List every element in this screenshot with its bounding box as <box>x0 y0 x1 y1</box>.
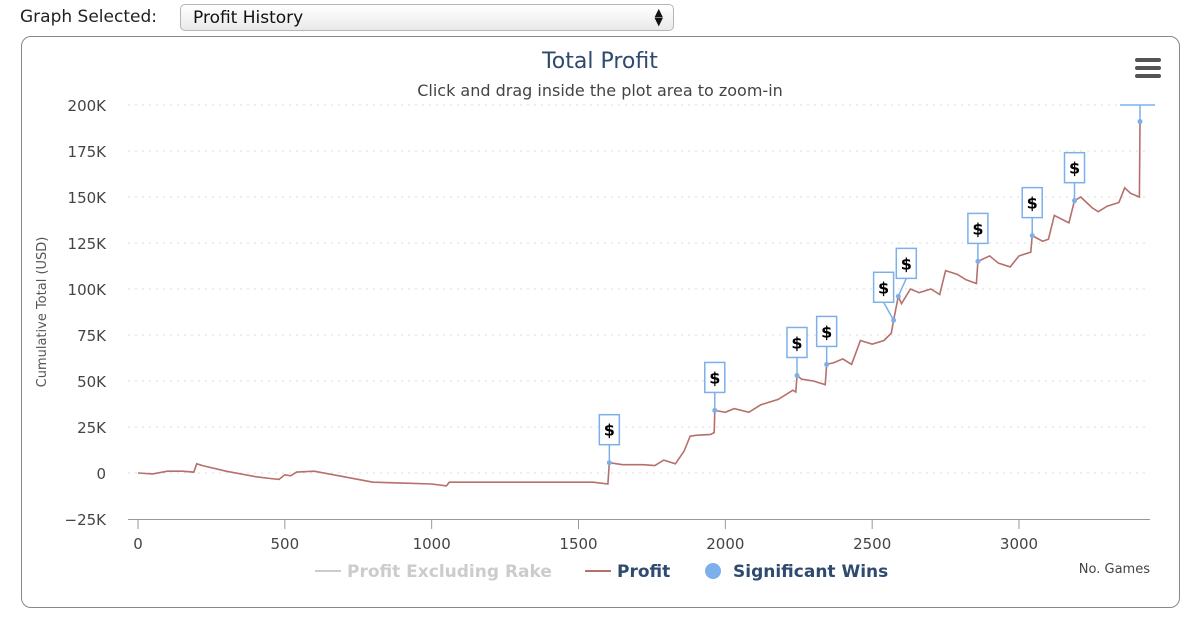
significant-win-flag <box>1063 151 1086 184</box>
significant-win-label: $ <box>791 333 802 352</box>
significant-win-label: $ <box>901 254 912 273</box>
x-tick-label: 2500 <box>853 535 891 553</box>
chart-subtitle: Click and drag inside the plot area to z… <box>417 81 783 100</box>
x-tick-label: 2000 <box>706 535 744 553</box>
significant-win-stem <box>897 278 907 297</box>
y-tick-label: 75K <box>77 327 107 345</box>
legend-label: Profit <box>617 562 670 582</box>
significant-win-flag <box>815 315 838 348</box>
significant-win-point <box>975 258 981 264</box>
legend-item-profit[interactable]: Profit <box>585 562 670 582</box>
significant-win-flag <box>872 271 895 304</box>
significant-win-flag <box>1021 186 1043 219</box>
x-axis-label: No. Games <box>1079 562 1150 577</box>
significant-win-label: $ <box>821 322 832 341</box>
x-tick-label: 1500 <box>559 535 597 553</box>
x-tick-label: 0 <box>133 535 143 553</box>
graph-select-value: Profit History <box>193 8 304 28</box>
legend-item-profit-excluding-rake[interactable]: Profit Excluding Rake <box>315 562 552 582</box>
legend-item-significant-wins[interactable]: Significant Wins <box>705 562 888 582</box>
significant-win-point <box>712 407 718 413</box>
graph-select[interactable]: Profit History ▲ ▼ <box>180 4 674 31</box>
y-tick-label: 150K <box>68 189 108 207</box>
x-tick-label: 3000 <box>1000 535 1038 553</box>
legend-label: Profit Excluding Rake <box>347 562 552 582</box>
significant-win-flag <box>598 413 621 446</box>
significant-win-point <box>1137 119 1143 125</box>
chart-container <box>21 36 1180 608</box>
graph-selector-label: Graph Selected: <box>20 7 157 27</box>
legend-label: Significant Wins <box>733 562 888 582</box>
significant-win-label: $ <box>1069 159 1080 178</box>
y-axis-label: Cumulative Total (USD) <box>35 237 50 388</box>
significant-win-flag <box>967 212 989 245</box>
y-tick-label: 125K <box>68 235 108 253</box>
significant-win-point <box>1029 233 1035 239</box>
significant-win-point <box>895 293 901 299</box>
x-tick-label: 1000 <box>413 535 451 553</box>
legend-marker <box>705 563 721 579</box>
significant-win-point <box>891 317 897 323</box>
significant-win-label: $ <box>1027 194 1038 213</box>
y-tick-label: 200K <box>68 97 108 115</box>
significant-win-flag <box>786 326 808 359</box>
y-tick-label: −25K <box>65 511 108 529</box>
significant-win-point <box>794 372 800 378</box>
significant-win-label: $ <box>972 219 983 238</box>
profit-line <box>137 121 1141 487</box>
significant-win-stem <box>882 301 895 321</box>
significant-win-flag <box>704 361 726 394</box>
x-tick-label: 500 <box>271 535 300 553</box>
menu-icon[interactable] <box>1135 58 1161 78</box>
chart-title: Total Profit <box>541 49 658 74</box>
y-tick-label: 175K <box>68 143 108 161</box>
significant-win-point <box>1072 198 1078 204</box>
y-tick-label: 50K <box>77 373 107 391</box>
select-arrows-icon: ▲ ▼ <box>654 6 663 28</box>
significant-win-label: $ <box>604 421 615 440</box>
significant-win-label: $ <box>878 278 889 297</box>
significant-win-flag <box>895 247 918 280</box>
y-tick-label: 0 <box>96 465 106 483</box>
y-tick-label: 25K <box>77 419 107 437</box>
significant-win-point <box>606 460 612 466</box>
significant-win-point <box>824 361 830 367</box>
significant-win-label: $ <box>709 368 720 387</box>
y-tick-label: 100K <box>68 281 108 299</box>
